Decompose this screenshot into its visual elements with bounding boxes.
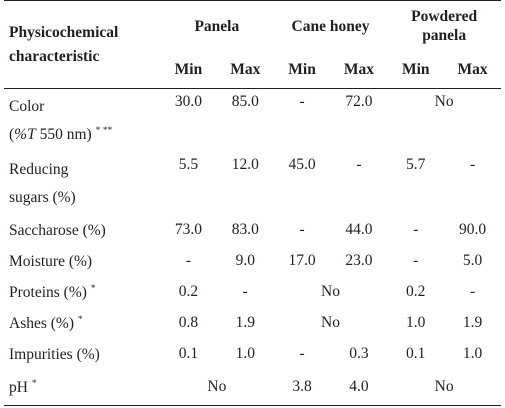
- table-body: Color (%T 550 nm) * ** 30.0 85.0-72.0 No Redu…: [4, 89, 501, 406]
- header-group-panela: Panela: [160, 0, 274, 53]
- table-cell: 72.0: [345, 93, 373, 110]
- physicochemical-table: Physicochemical characteristic Panela Ca…: [4, 0, 501, 406]
- footnote-marker: *: [90, 283, 96, 294]
- table-cell: 5.0: [462, 252, 483, 270]
- table-cell: 45.0: [288, 156, 316, 173]
- table-cell: No: [321, 314, 340, 332]
- table-cell: 83.0: [231, 221, 259, 239]
- table-cell: No: [387, 370, 501, 406]
- header-min: Min: [160, 53, 217, 89]
- row-label: Ashes (%): [9, 314, 74, 332]
- table-cell: -: [299, 345, 305, 363]
- row-label-line1: Color: [9, 98, 45, 116]
- row-label-line1: Reducing: [9, 161, 69, 179]
- header-row-minmax: Min Max Min Max Min Max: [4, 53, 501, 89]
- table-cell: 30.0: [174, 93, 203, 110]
- table-cell: 90.0: [459, 221, 487, 239]
- table-cell: 12.0: [231, 156, 259, 173]
- table-row: Moisture (%) - 9.0 17.0 23.0 - 5.0: [4, 246, 501, 277]
- table-cell: 1.0: [235, 345, 255, 363]
- table-row: Ashes (%) * 0.8 1.9 No 1.0 1.9: [4, 308, 501, 339]
- table-row: Impurities (%) 0.1 1.0 - 0.3 0.1 1.0: [4, 339, 501, 370]
- table-cell: -: [469, 156, 476, 173]
- table-cell: 5.7: [406, 156, 426, 173]
- header-row-groups: Physicochemical characteristic Panela Ca…: [4, 0, 501, 89]
- table-cell: 4.0: [330, 370, 388, 406]
- header-characteristic: Physicochemical characteristic: [4, 0, 161, 89]
- footnote-marker: * **: [95, 125, 113, 136]
- row-label: Proteins (%): [9, 283, 87, 301]
- table-cell: 0.3: [349, 345, 369, 363]
- footnote-marker: *: [31, 378, 37, 389]
- row-characteristic: Proteins (%) *: [4, 277, 160, 308]
- table-cell: 0.1: [406, 345, 426, 363]
- header-group-cane-honey: Cane honey: [273, 0, 388, 53]
- table-cell: 1.0: [406, 314, 426, 332]
- table-row: Color (%T 550 nm) * ** 30.0 85.0 - 72.0 No: [4, 89, 501, 153]
- table-row: Reducing sugars (%) 5.5 12.0 45.0 - 5.7 -: [4, 152, 501, 215]
- table-cell: 9.0: [235, 252, 255, 270]
- table-cell: 73.0: [174, 221, 203, 239]
- row-label: Impurities (%): [9, 345, 100, 363]
- header-max: Max: [216, 53, 274, 89]
- header-min: Min: [273, 53, 331, 89]
- row-label: Moisture (%): [9, 252, 93, 270]
- table-cell: -: [413, 252, 419, 270]
- row-label: pH: [9, 378, 28, 396]
- row-characteristic: Color (%T 550 nm) * **: [4, 89, 160, 153]
- row-label-italic: %T: [14, 125, 36, 143]
- table-cell: 44.0: [345, 221, 373, 239]
- header-max: Max: [330, 53, 388, 89]
- table-cell: -: [185, 252, 192, 270]
- table-cell: 17.0: [288, 252, 316, 270]
- table-cell: 1.9: [462, 314, 483, 332]
- table-cell: 5.5: [178, 156, 199, 173]
- table-cell: -: [242, 283, 248, 301]
- header-max: Max: [444, 53, 501, 89]
- table-row: Proteins (%) * 0.2 - No 0.2 -: [4, 277, 501, 308]
- table-cell: 1.0: [462, 345, 483, 363]
- table-cell: 23.0: [345, 252, 373, 270]
- header-group-powdered-panela: Powdered panela: [387, 0, 501, 53]
- row-label-suffix: 550 nm): [35, 125, 92, 143]
- table-cell: 0.8: [178, 314, 199, 332]
- table-cell: 0.2: [406, 283, 426, 301]
- table-row: pH * No 3.8 4.0 No: [4, 370, 501, 406]
- table-cell: 3.8: [273, 370, 331, 406]
- row-characteristic: pH *: [4, 370, 161, 406]
- table-cell: -: [413, 221, 419, 239]
- table-cell: No: [434, 93, 454, 110]
- row-label-line2: sugars (%): [9, 188, 76, 206]
- table-cell: 1.9: [235, 314, 255, 332]
- table-cell: No: [321, 283, 340, 301]
- row-characteristic: Impurities (%): [4, 339, 160, 370]
- table-cell: 85.0: [231, 93, 259, 110]
- row-label-prefix: (: [9, 125, 15, 143]
- table-cell: -: [469, 283, 476, 301]
- row-characteristic: Moisture (%): [4, 246, 160, 277]
- row-characteristic: Ashes (%) *: [4, 308, 160, 339]
- table-row: Saccharose (%) 73.0 83.0 - 44.0 - 90.0: [4, 215, 501, 246]
- header-min: Min: [387, 53, 445, 89]
- table-cell: 0.1: [178, 345, 199, 363]
- table-cell: -: [356, 156, 362, 173]
- footnote-marker: *: [77, 314, 83, 325]
- table-header: Physicochemical characteristic Panela Ca…: [4, 0, 501, 89]
- table-cell: -: [299, 221, 305, 239]
- row-characteristic: Saccharose (%): [4, 215, 160, 246]
- table-cell: No: [160, 370, 274, 406]
- table-cell: -: [299, 93, 305, 110]
- row-characteristic: Reducing sugars (%): [4, 152, 160, 215]
- table-cell: 0.2: [178, 283, 199, 301]
- row-label: Saccharose (%): [9, 221, 106, 239]
